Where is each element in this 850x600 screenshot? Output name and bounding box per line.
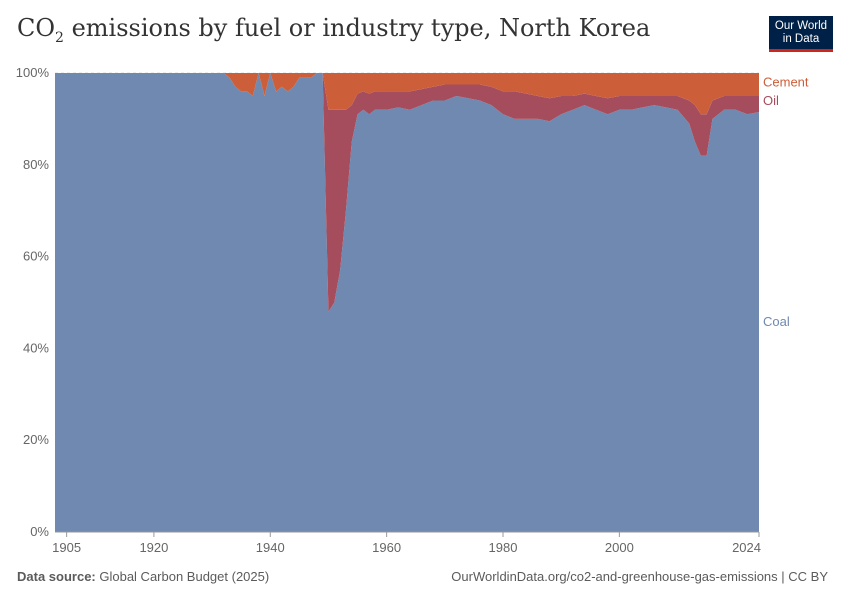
y-tick-label: 0% bbox=[30, 524, 49, 539]
axes: 0% 20% 40% 60% 80% 100% 1905 1920 1940 1960 1980 20… bbox=[16, 65, 761, 555]
x-tick-label: 1980 bbox=[489, 540, 518, 555]
y-tick-label: 60% bbox=[23, 249, 49, 264]
chart-title: CO2 emissions by fuel or industry type, … bbox=[17, 14, 651, 46]
area-coal bbox=[55, 73, 759, 532]
x-tick-label: 1960 bbox=[372, 540, 401, 555]
logo-line-2: in Data bbox=[782, 33, 820, 45]
area-cement bbox=[55, 73, 759, 115]
logo-line-1: Our World bbox=[774, 20, 828, 32]
source-url[interactable]: OurWorldinData.org/co2-and-greenhouse-ga… bbox=[451, 569, 828, 584]
owid-logo[interactable]: Our World in Data bbox=[769, 16, 833, 52]
series-label-cement: Cement bbox=[763, 74, 809, 89]
x-tick-label: 1940 bbox=[256, 540, 285, 555]
y-tick-label: 100% bbox=[16, 65, 50, 80]
series-label-coal: Coal bbox=[763, 314, 790, 329]
x-tick-label: 1920 bbox=[139, 540, 168, 555]
x-tick-label: 2000 bbox=[605, 540, 634, 555]
y-tick-label: 80% bbox=[23, 157, 49, 172]
series-labels: Coal Oil Cement bbox=[763, 74, 809, 329]
data-source: Data source: Global Carbon Budget (2025) bbox=[17, 569, 270, 584]
y-tick-label: 20% bbox=[23, 432, 49, 447]
x-tick-label: 2024 bbox=[732, 540, 761, 555]
series-label-oil: Oil bbox=[763, 93, 779, 108]
y-tick-label: 40% bbox=[23, 340, 49, 355]
area-series bbox=[55, 73, 759, 532]
x-tick-label: 1905 bbox=[52, 540, 81, 555]
